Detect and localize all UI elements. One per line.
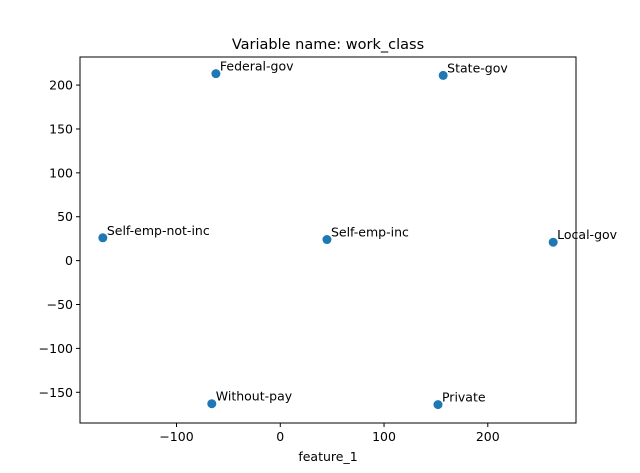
point-label: Self-emp-not-inc — [107, 223, 210, 238]
x-axis: −100 0 100 200 — [159, 423, 500, 444]
y-tick-label: 150 — [49, 121, 73, 136]
point-label: Federal-gov — [220, 59, 294, 74]
point-label: Private — [442, 390, 486, 405]
x-axis-label: feature_1 — [298, 449, 357, 464]
data-point — [322, 235, 332, 245]
y-tick-label: 200 — [49, 78, 73, 93]
chart-title: Variable name: work_class — [232, 37, 424, 53]
y-tick-label: −150 — [39, 385, 73, 400]
x-tick-label: 100 — [372, 429, 396, 444]
y-tick-label: −50 — [47, 297, 73, 312]
plot-frame — [79, 56, 577, 424]
data-point — [98, 233, 108, 243]
point-label: Local-gov — [557, 227, 617, 242]
point-label: State-gov — [447, 60, 508, 75]
point-label: Without-pay — [216, 389, 293, 404]
x-tick-label: 200 — [476, 429, 500, 444]
y-tick-label: 100 — [49, 165, 73, 180]
data-point — [438, 70, 448, 80]
data-point — [548, 237, 558, 247]
data-point — [211, 69, 221, 79]
y-tick-label: 0 — [65, 253, 73, 268]
x-tick-label: −100 — [159, 429, 193, 444]
y-tick-label: −100 — [39, 341, 73, 356]
data-point — [207, 399, 217, 409]
data-points: Federal-gov State-gov Self-emp-not-inc Self… — [98, 59, 618, 410]
data-point — [433, 400, 443, 410]
point-label: Self-emp-inc — [331, 225, 409, 240]
x-tick-label: 0 — [276, 429, 284, 444]
y-axis: −150 −100 −50 0 50 100 150 200 — [39, 78, 80, 400]
y-tick-label: 50 — [57, 209, 73, 224]
